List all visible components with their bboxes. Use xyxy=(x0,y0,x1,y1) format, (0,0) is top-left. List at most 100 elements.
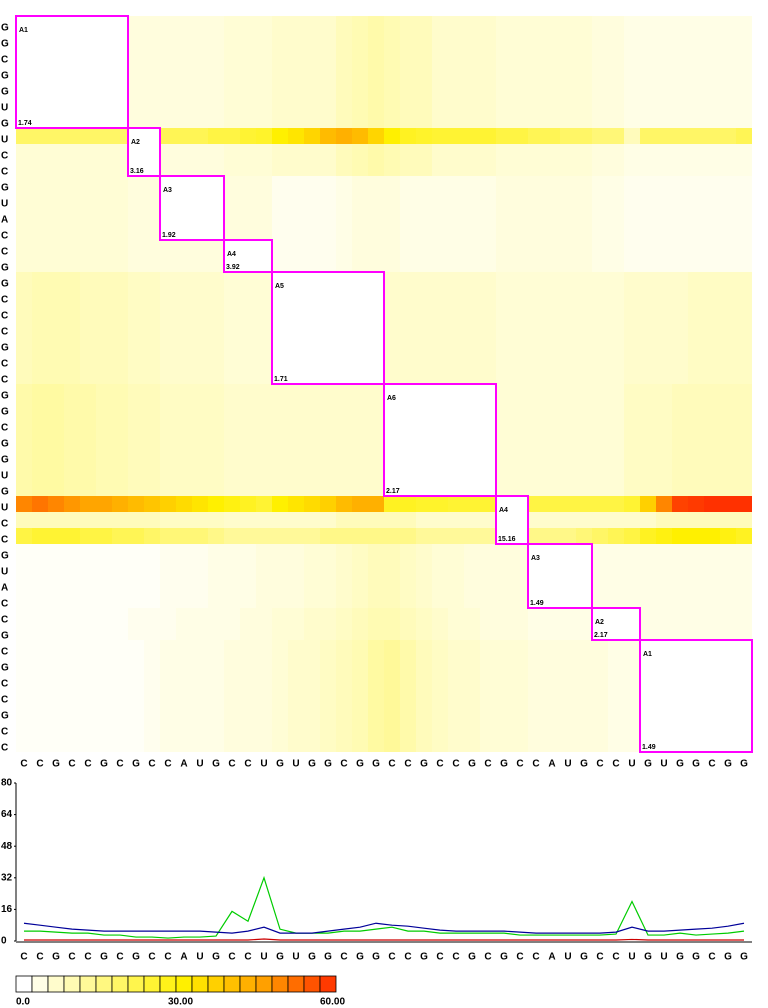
heat-cell xyxy=(592,288,608,304)
heat-cell xyxy=(80,496,96,512)
heat-cell xyxy=(32,560,48,576)
heat-cell xyxy=(112,624,128,640)
heat-cell xyxy=(448,176,464,192)
column-label: C xyxy=(164,759,171,770)
block-label: A4 xyxy=(499,507,508,514)
heat-cell xyxy=(640,544,656,560)
heat-cell xyxy=(432,496,448,512)
heat-cell xyxy=(64,432,80,448)
heat-cell xyxy=(272,192,288,208)
heat-cell xyxy=(240,592,256,608)
heat-cell xyxy=(576,464,592,480)
heat-cell xyxy=(176,304,192,320)
row-label: C xyxy=(1,535,8,546)
heat-cell xyxy=(688,128,704,144)
heat-cell xyxy=(304,208,320,224)
heat-cell xyxy=(128,224,144,240)
heat-cell xyxy=(208,352,224,368)
row-label: U xyxy=(1,103,8,114)
heat-cell xyxy=(416,224,432,240)
heat-cell xyxy=(432,144,448,160)
heat-cell xyxy=(320,112,336,128)
heat-cell xyxy=(480,528,496,544)
heat-cell xyxy=(304,464,320,480)
heat-cell xyxy=(240,720,256,736)
heat-cell xyxy=(128,592,144,608)
heat-cell xyxy=(512,432,528,448)
heat-cell xyxy=(736,16,752,32)
column-label: C xyxy=(36,759,43,770)
heat-cell xyxy=(368,48,384,64)
heat-cell xyxy=(624,160,640,176)
heat-cell xyxy=(336,576,352,592)
heat-cell xyxy=(256,128,272,144)
heat-cell xyxy=(560,256,576,272)
heat-cell xyxy=(320,576,336,592)
heat-cell xyxy=(336,416,352,432)
block-score: 1.74 xyxy=(18,120,32,127)
heat-cell xyxy=(80,256,96,272)
x-tick-label: C xyxy=(20,952,27,963)
heat-cell xyxy=(208,544,224,560)
legend-swatch xyxy=(271,975,289,993)
heat-cell xyxy=(288,656,304,672)
heat-cell xyxy=(80,416,96,432)
heat-cell xyxy=(256,320,272,336)
heat-cell xyxy=(256,160,272,176)
heat-cell xyxy=(288,112,304,128)
heat-cell xyxy=(512,320,528,336)
heat-cell xyxy=(48,736,64,752)
heat-cell xyxy=(448,32,464,48)
heat-cell xyxy=(320,608,336,624)
heat-cell xyxy=(240,288,256,304)
heat-cell xyxy=(400,608,416,624)
heat-cell xyxy=(576,720,592,736)
heat-cell xyxy=(416,640,432,656)
heat-cell xyxy=(720,160,736,176)
heat-cell xyxy=(368,384,384,400)
heat-cell xyxy=(48,416,64,432)
heat-cell xyxy=(688,560,704,576)
x-tick-label: G xyxy=(676,952,684,963)
heat-cell xyxy=(256,592,272,608)
heat-cell xyxy=(448,608,464,624)
row-label: C xyxy=(1,695,8,706)
heat-cell xyxy=(384,688,400,704)
heat-cell xyxy=(672,160,688,176)
heat-cell xyxy=(512,224,528,240)
heat-cell xyxy=(624,32,640,48)
heat-cell xyxy=(544,624,560,640)
heat-cell xyxy=(400,96,416,112)
heat-cell xyxy=(736,128,752,144)
heat-cell xyxy=(416,496,432,512)
heat-cell xyxy=(608,176,624,192)
heat-cell xyxy=(336,160,352,176)
heat-cell xyxy=(736,512,752,528)
heat-cell xyxy=(320,736,336,752)
heat-cell xyxy=(80,272,96,288)
heat-cell xyxy=(64,176,80,192)
heat-cell xyxy=(384,640,400,656)
heat-cell xyxy=(432,592,448,608)
heat-cell xyxy=(624,704,640,720)
x-tick-label: C xyxy=(36,952,43,963)
heat-cell xyxy=(224,624,240,640)
heat-cell xyxy=(416,368,432,384)
legend-swatch xyxy=(111,975,129,993)
heat-cell xyxy=(144,624,160,640)
heat-cell xyxy=(592,304,608,320)
heat-cell xyxy=(336,80,352,96)
heat-cell xyxy=(240,736,256,752)
heat-cell xyxy=(400,528,416,544)
heat-cell xyxy=(272,608,288,624)
heat-cell xyxy=(480,672,496,688)
heat-cell xyxy=(448,288,464,304)
heat-cell xyxy=(432,640,448,656)
heat-cell xyxy=(208,384,224,400)
heat-cell xyxy=(528,512,544,528)
heat-cell xyxy=(512,608,528,624)
heat-cell xyxy=(32,320,48,336)
heat-cell xyxy=(16,240,32,256)
heat-cell xyxy=(496,128,512,144)
heat-cell xyxy=(256,96,272,112)
